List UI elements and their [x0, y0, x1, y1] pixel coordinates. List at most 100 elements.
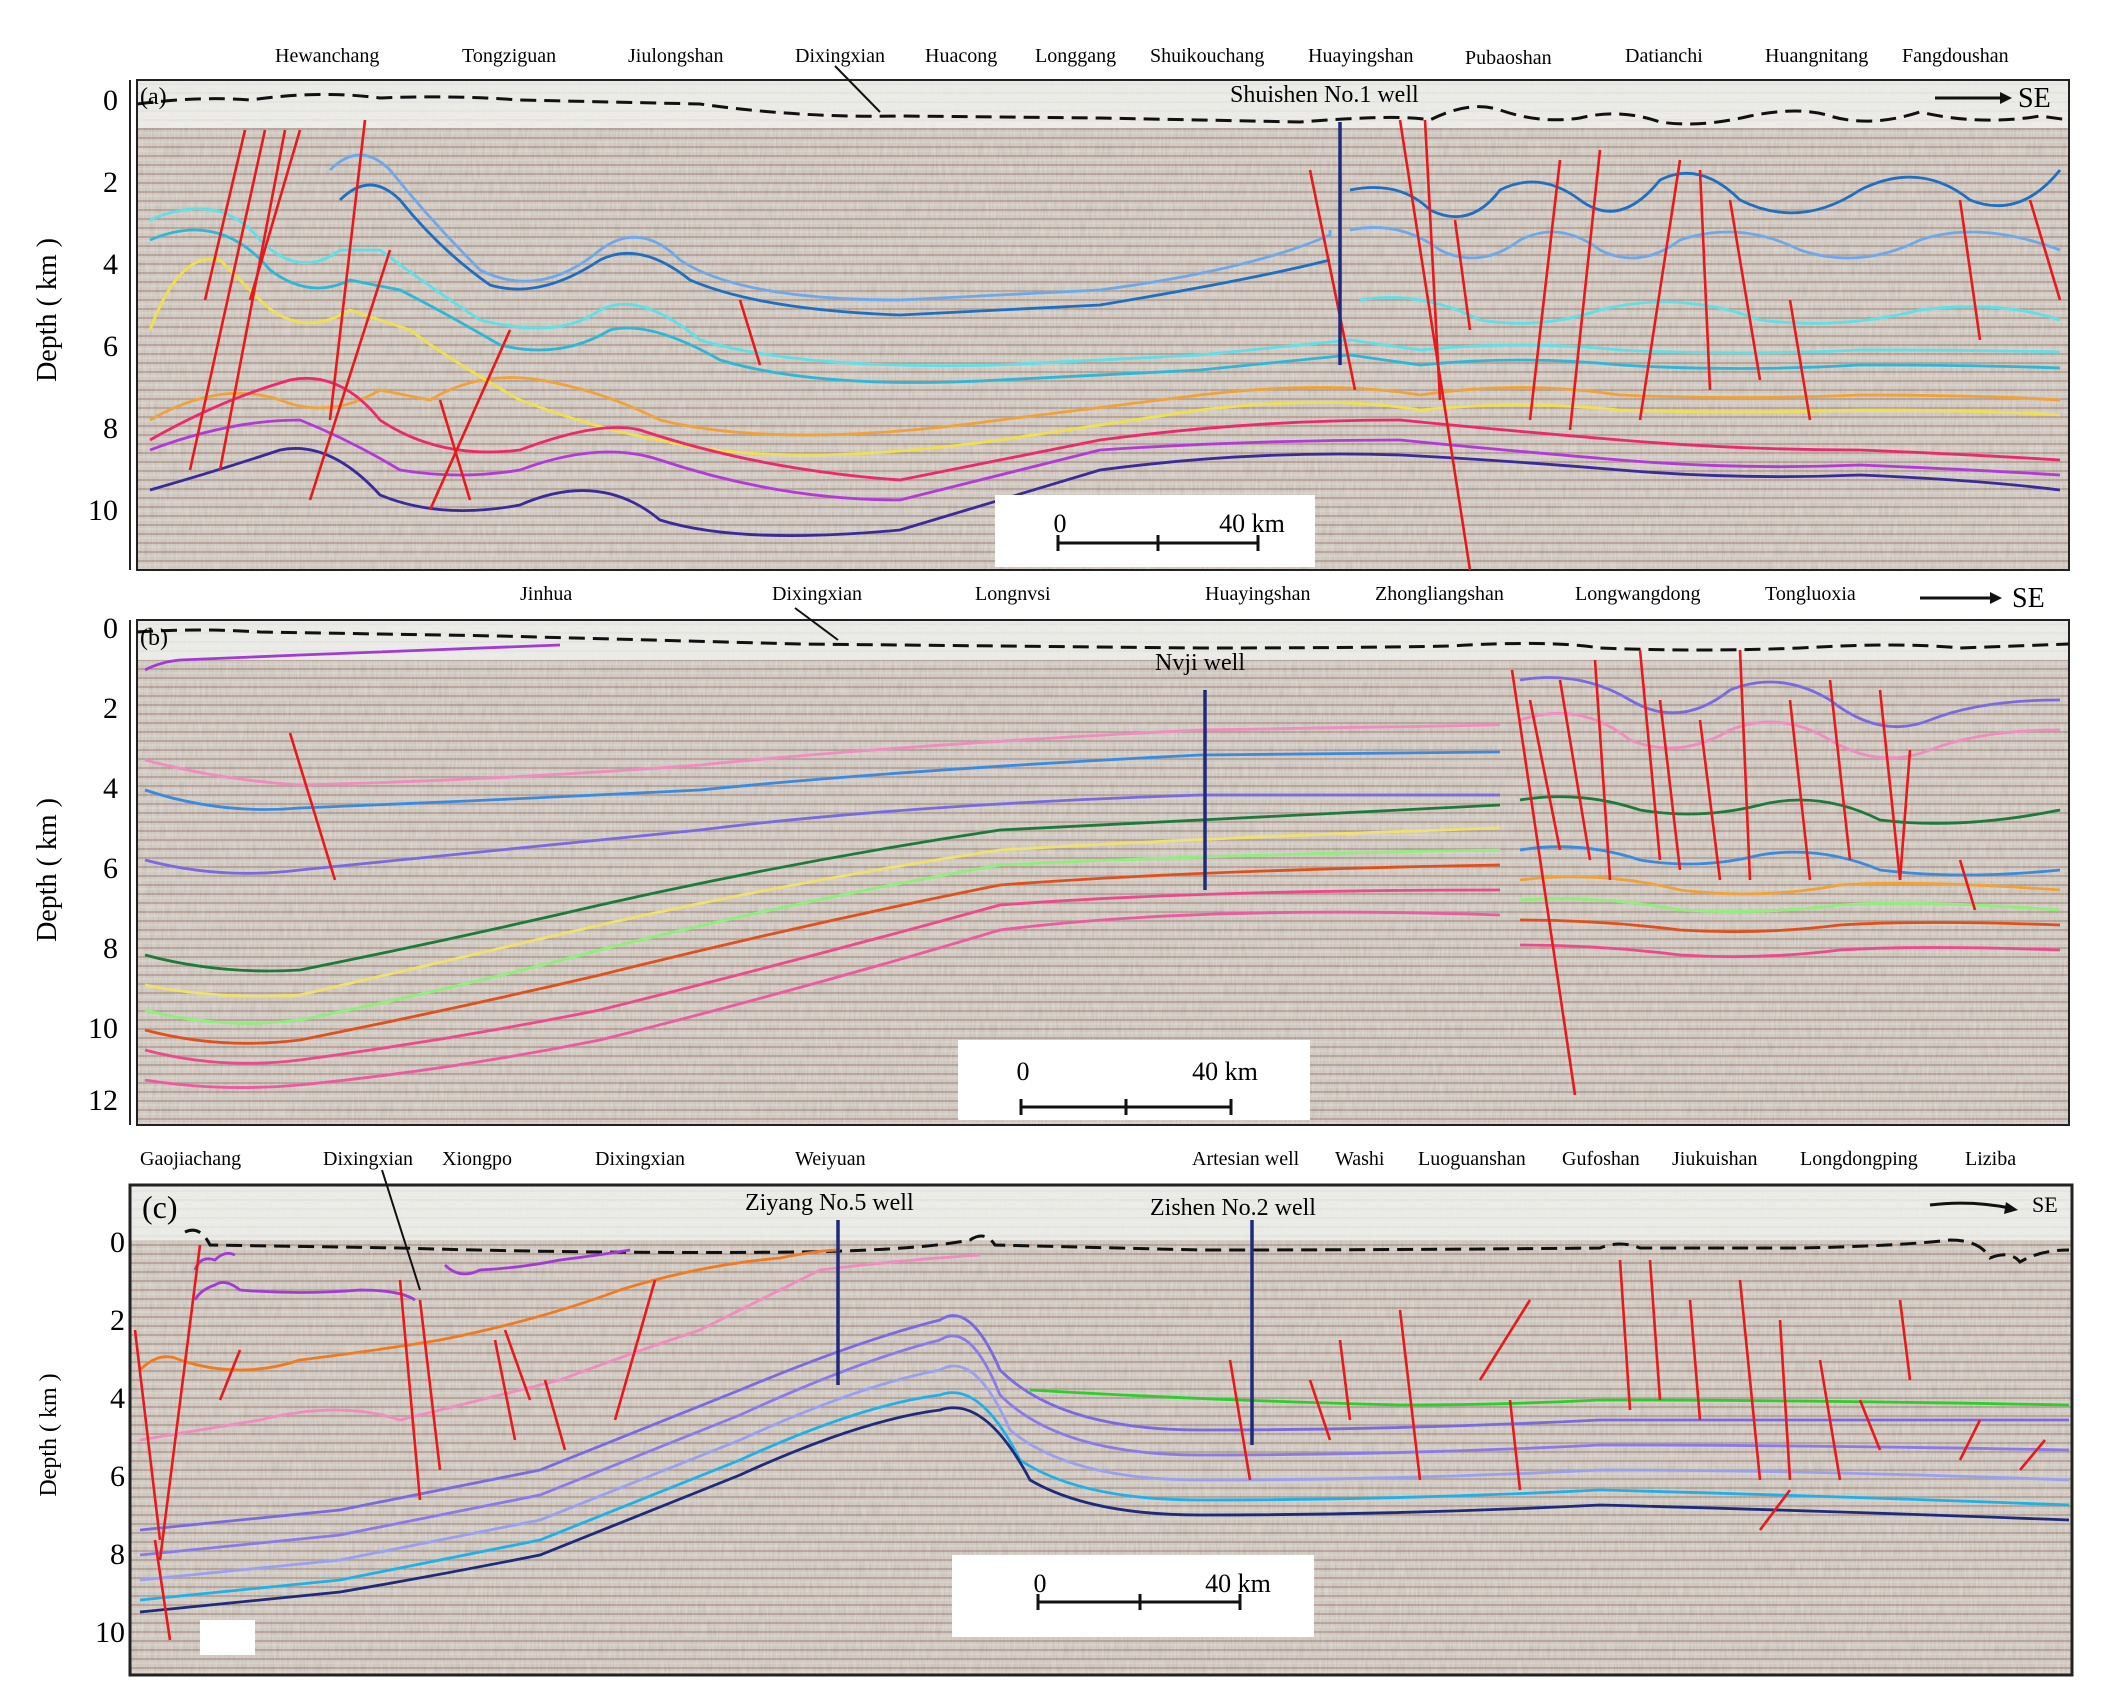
location-label: Dixingxian: [595, 1148, 685, 1170]
fault-line: [2019, 1439, 2046, 1471]
arrow-head-icon: [2000, 92, 2012, 104]
y-tick-label: 8: [103, 412, 118, 445]
horizon-line: [1519, 875, 2061, 896]
horizon-line: [1349, 226, 2061, 260]
fault-line: [328, 119, 367, 421]
fault-line: [398, 1279, 422, 1501]
fault-line: [1528, 699, 1562, 851]
fault-line: [1898, 1299, 1912, 1381]
fault-group: [188, 119, 2062, 571]
y-tick-label: 10: [88, 1012, 118, 1045]
fault-line: [1398, 119, 1472, 571]
fault-line: [1858, 1399, 1882, 1451]
direction-label: SE: [2032, 1192, 2058, 1217]
location-label: Fangdoushan: [1902, 45, 2009, 67]
fault-line: [1658, 699, 1682, 871]
y-tick-label: 4: [110, 1382, 125, 1415]
fault-line: [1398, 1309, 1422, 1481]
arrow-icon: [1929, 1201, 2011, 1210]
fault-line: [308, 249, 392, 501]
location-label: Datianchi: [1625, 45, 1703, 67]
location-label: Jiukuishan: [1672, 1148, 1758, 1170]
fault-line: [1898, 749, 1912, 881]
horizon-line: [144, 888, 1501, 1065]
scale-bar-box: [995, 495, 1315, 567]
y-ticks: 0 2 4 6 8 10 12: [88, 612, 118, 1117]
horizon-line: [144, 826, 1501, 998]
arrow-head-icon: [2004, 1202, 2018, 1214]
fault-line: [1698, 169, 1712, 391]
y-tick-label: 6: [103, 330, 118, 363]
horizon-line: [139, 1334, 2070, 1557]
fault-line: [1788, 299, 1812, 421]
horizon-line: [1519, 918, 2061, 934]
fault-line: [503, 1329, 532, 1401]
horizon-line: [339, 183, 1331, 317]
location-label: Longwangdong: [1575, 583, 1701, 605]
horizon-line: [144, 723, 1501, 787]
y-tick-label: 2: [103, 166, 118, 199]
fault-line: [1778, 1319, 1792, 1481]
fault-line: [1510, 669, 1577, 1096]
leader-line: [834, 65, 881, 113]
location-label: Huacong: [925, 45, 997, 67]
location-label: Weiyuan: [795, 1148, 866, 1170]
fault-line: [188, 129, 267, 471]
fault-line: [1738, 1279, 1762, 1481]
fault-line: [1758, 1489, 1792, 1531]
well-label: Nvji well: [1155, 650, 1245, 676]
panel-frame: [128, 1183, 2074, 1677]
location-label: Gufoshan: [1562, 1148, 1640, 1170]
horizon-line: [144, 910, 1501, 1089]
fault-line: [288, 732, 337, 881]
panel-label: (b): [140, 625, 168, 651]
scale-bar-start: 0: [1054, 509, 1067, 538]
fault-line: [1648, 1259, 1662, 1401]
fault-line: [1478, 1299, 1532, 1381]
scale-bar-end: 40 km: [1192, 1057, 1258, 1086]
location-label: Artesian well: [1192, 1148, 1300, 1170]
fault-line: [1728, 199, 1762, 381]
horizon-line: [139, 1314, 2069, 1532]
y-tick-label: 8: [110, 1538, 125, 1571]
fault-line: [1688, 1299, 1702, 1421]
location-label: Huayingshan: [1205, 583, 1311, 605]
panel-a: Hewanchang Tongziguan Jiulongshan Dixing…: [32, 45, 2070, 571]
leader-line: [381, 1169, 421, 1291]
panel-frame: [136, 619, 2070, 1126]
horizon-line: [1359, 296, 2061, 325]
fault-group: [133, 1244, 2046, 1641]
horizon-line: [144, 643, 561, 672]
fault-line: [1423, 119, 1442, 401]
horizons: [139, 1248, 2070, 1614]
fault-line: [203, 129, 247, 301]
y-ticks: 0 2 4 6 8 10: [95, 1226, 125, 1649]
location-label: Pubaoshan: [1465, 47, 1552, 69]
well-label: Shuishen No.1 well: [1230, 82, 1419, 108]
fault-line: [493, 1339, 517, 1441]
fault-line: [248, 129, 302, 301]
fault-line: [1508, 1399, 1522, 1491]
panel-label: (c): [142, 1189, 178, 1225]
scale-bar: [1019, 1099, 1233, 1115]
fault-line: [1338, 1339, 1352, 1421]
location-label: Huayingshan: [1308, 45, 1414, 67]
y-tick-label: 6: [103, 852, 118, 885]
y-axis-label: Depth ( km ): [32, 798, 63, 942]
horizon-line: [144, 803, 1501, 973]
horizon-line: [149, 447, 2061, 538]
location-label: Huangnitang: [1765, 45, 1868, 67]
location-label: Gaojiachang: [140, 1148, 241, 1170]
horizon-line: [1029, 1388, 2070, 1407]
location-label: Washi: [1335, 1148, 1385, 1170]
fault-line: [1308, 1379, 1332, 1441]
direction-label: SE: [2018, 83, 2051, 114]
y-tick-label: 0: [103, 612, 118, 645]
y-tick-label: 12: [88, 1084, 118, 1117]
y-axis-label: Depth ( km ): [32, 238, 63, 382]
location-label: Liziba: [1965, 1148, 2016, 1170]
fault-line: [1558, 679, 1592, 861]
fault-line: [1568, 149, 1602, 431]
panel-frame: [136, 79, 2070, 571]
fault-line: [133, 1329, 162, 1541]
